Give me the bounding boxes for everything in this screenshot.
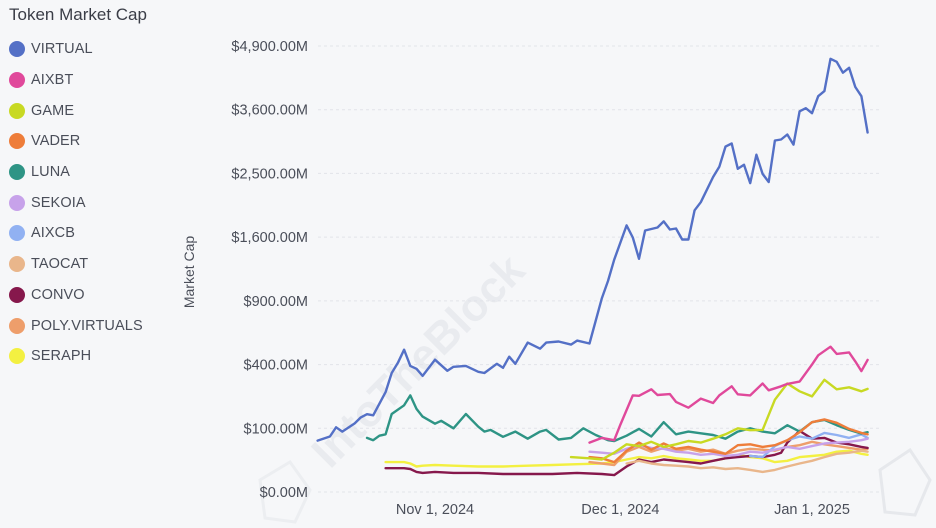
legend-dot-icon [9,164,25,181]
legend-label: GAME [31,102,75,119]
legend-dot-icon [9,41,25,58]
legend-label: SEKOIA [31,194,86,211]
series-line-aixbt [588,345,869,444]
legend-item-vader[interactable]: VADER [9,126,143,157]
legend-dot-icon [9,225,25,242]
y-tick-label: $1,600.00M [231,230,308,246]
legend-item-aixbt[interactable]: AIXBT [9,65,143,96]
series-line-luna [365,394,869,443]
gridlines [318,45,880,493]
legend-label: VIRTUAL [31,41,93,58]
chart-title: Token Market Cap [9,5,147,24]
legend-label: AIXBT [31,72,74,89]
legend-item-virtual[interactable]: VIRTUAL [9,34,143,65]
x-tick-label: Dec 1, 2024 [581,502,659,518]
y-tick-label: $0.00M [260,485,308,501]
legend-item-aixcb[interactable]: AIXCB [9,218,143,249]
series-line-seraph [384,449,869,468]
legend-label: AIXCB [31,225,76,242]
legend-item-sekoia[interactable]: SEKOIA [9,187,143,218]
legend-label: SERAPH [31,348,92,365]
series-line-poly-virtuals [588,440,869,467]
legend-label: POLY.VIRTUALS [31,317,143,334]
legend-dot-icon [9,348,25,365]
legend-item-luna[interactable]: LUNA [9,157,143,188]
x-tick-label: Jan 1, 2025 [774,502,850,518]
legend-dot-icon [9,194,25,211]
legend-item-taocat[interactable]: TAOCAT [9,249,143,280]
watermark-text: IntoTheBlock [302,245,534,477]
legend-dot-icon [9,102,25,119]
legend-item-game[interactable]: GAME [9,95,143,126]
legend-item-poly-virtuals[interactable]: POLY.VIRTUALS [9,310,143,341]
series-line-vader [588,418,869,464]
x-tick-label: Nov 1, 2024 [396,502,474,518]
y-tick-label: $400.00M [244,358,309,374]
series-lines [316,57,869,477]
series-line-game [569,378,869,461]
legend-label: LUNA [31,164,71,181]
legend: VIRTUAL AIXBT GAME VADER LUNA SEKOIA AIXCB TAOC… [9,34,143,372]
legend-item-convo[interactable]: CONVO [9,280,143,311]
y-tick-label: $3,600.00M [231,103,308,119]
legend-item-seraph[interactable]: SERAPH [9,341,143,372]
legend-dot-icon [9,286,25,303]
legend-dot-icon [9,317,25,334]
legend-label: VADER [31,133,81,150]
y-tick-label: $4,900.00M [231,39,308,55]
y-axis: $0.00M $100.00M $400.00M $900.00M $1,600.00M… [231,39,308,501]
y-tick-label: $900.00M [244,294,309,310]
legend-dot-icon [9,72,25,89]
series-line-taocat [625,449,869,474]
y-tick-label: $100.00M [244,421,309,437]
legend-dot-icon [9,133,25,150]
legend-dot-icon [9,256,25,273]
y-axis-label: Market Cap [181,236,197,309]
legend-label: TAOCAT [31,256,89,273]
watermark-logo-icon [878,447,932,517]
legend-label: CONVO [31,286,85,303]
x-axis: Nov 1, 2024 Dec 1, 2024 Jan 1, 2025 [396,502,850,518]
series-line-virtual [316,57,869,442]
watermark-logo-icon [258,460,312,524]
y-tick-label: $2,500.00M [231,166,308,182]
series-line-convo [384,429,869,477]
